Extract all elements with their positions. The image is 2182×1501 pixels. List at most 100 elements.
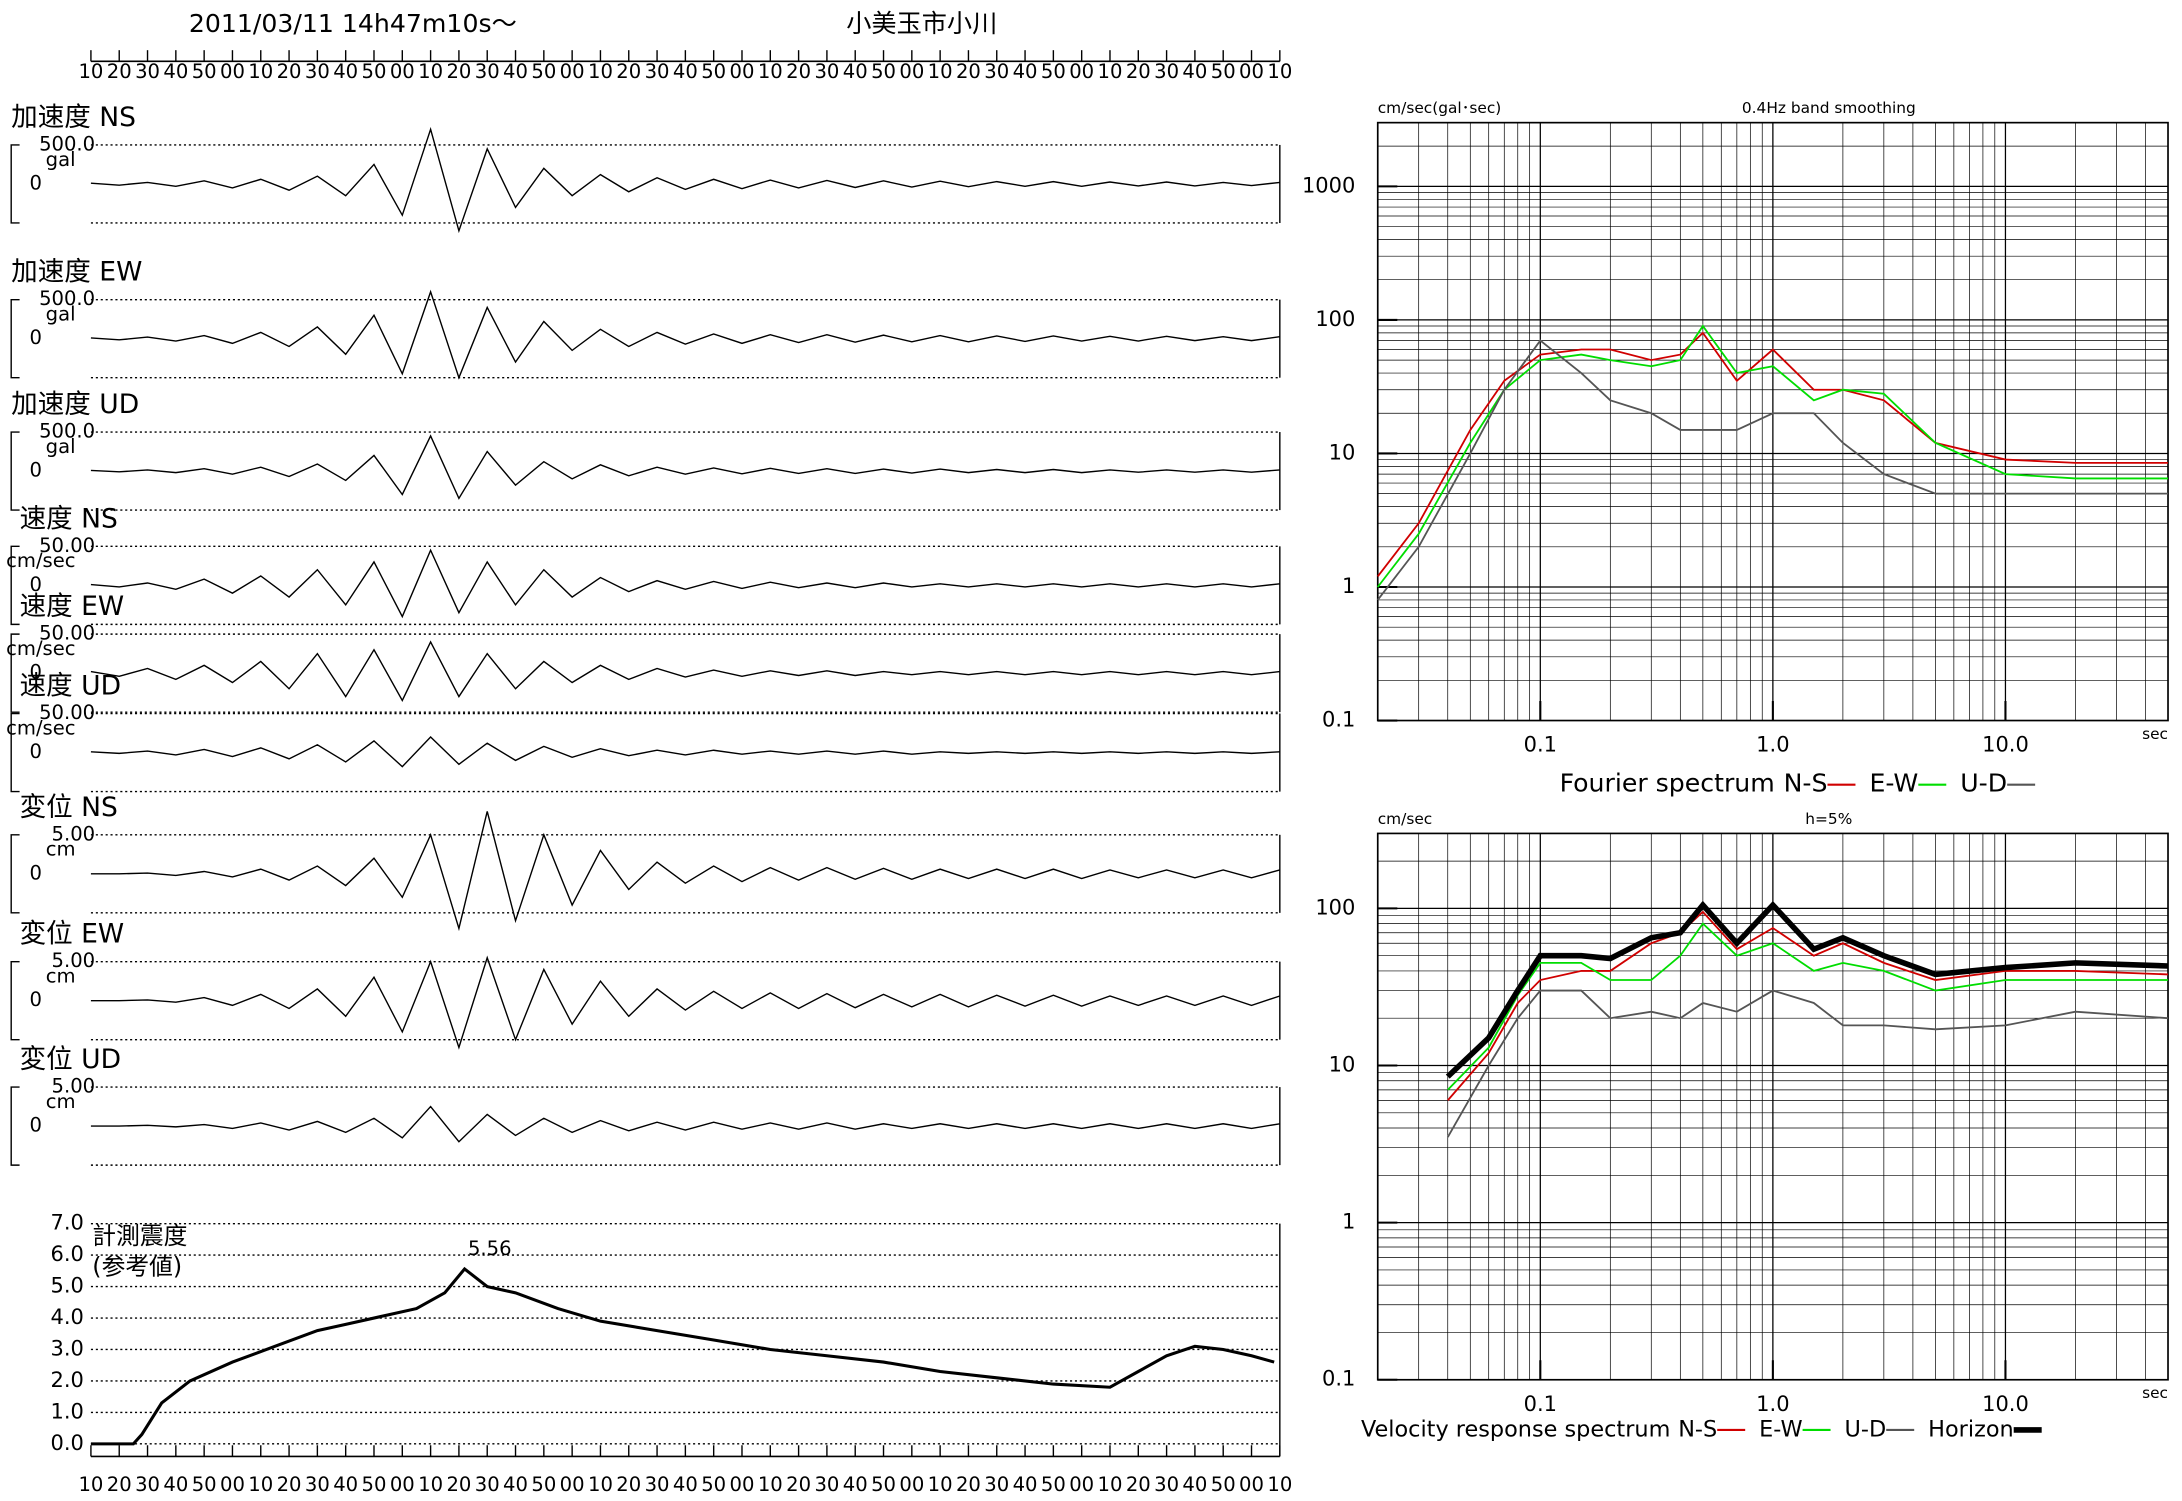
time-tick-label: 40 xyxy=(503,1473,528,1496)
waveform xyxy=(90,1105,1280,1143)
time-tick-label: 10 xyxy=(588,1473,613,1496)
panel-unit: cm xyxy=(46,838,76,861)
time-tick-label: 50 xyxy=(1041,60,1066,83)
panel-tick-label: 0 xyxy=(30,1114,42,1137)
legend-title: Velocity response spectrum xyxy=(1361,1416,1670,1442)
time-tick-label: 40 xyxy=(843,60,868,83)
x-tick-label: 10.0 xyxy=(1982,1392,2029,1416)
y-tick-label: 7.0 xyxy=(51,1211,84,1235)
time-tick-label: 50 xyxy=(362,1473,387,1496)
panel-label: 加速度 EW xyxy=(11,257,142,288)
panel-tick-label: 5.00 xyxy=(52,822,96,845)
x-tick-label: 1.0 xyxy=(1756,1392,1789,1416)
time-tick-label: 20 xyxy=(446,60,471,83)
time-tick-label: 40 xyxy=(163,1473,188,1496)
y-tick-label: 10 xyxy=(1329,440,1356,464)
y-axis-label: cm/sec(gal･sec) xyxy=(1378,99,1502,117)
time-tick-label: 10 xyxy=(78,1473,103,1496)
time-tick-label: 20 xyxy=(107,60,132,83)
panel-tick-label: 0 xyxy=(30,459,42,482)
panel-tick-label: 500.0 xyxy=(39,287,95,310)
station-name: 小美玉市小川 xyxy=(846,9,997,38)
time-tick-label: 30 xyxy=(645,1473,670,1496)
panel-tick-label: 0 xyxy=(30,740,42,763)
time-tick-label: 10 xyxy=(1098,1473,1123,1496)
time-tick-label: 00 xyxy=(220,60,245,83)
panel-tick-label: 0 xyxy=(30,988,42,1011)
time-tick-label: 50 xyxy=(531,60,556,83)
time-tick-label: 10 xyxy=(418,60,443,83)
time-tick-label: 00 xyxy=(730,60,755,83)
x-tick-label: 0.1 xyxy=(1524,1392,1557,1416)
time-tick-label: 40 xyxy=(163,60,188,83)
y-tick-label: 1.0 xyxy=(51,1399,84,1423)
time-tick-label: 30 xyxy=(984,60,1009,83)
waveform xyxy=(90,735,1280,768)
time-tick-label: 10 xyxy=(248,60,273,83)
time-tick-label: 00 xyxy=(390,1473,415,1496)
legend-label: N-S xyxy=(1784,769,1828,798)
panel-label: 速度 UD xyxy=(20,671,121,702)
panel-bracket xyxy=(10,712,20,793)
panel-unit: cm/sec xyxy=(6,549,75,572)
time-tick-label: 40 xyxy=(673,1473,698,1496)
time-tick-label: 10 xyxy=(248,1473,273,1496)
spectrum-line xyxy=(1445,900,2169,1079)
waveform xyxy=(90,548,1280,619)
y-tick-label: 1 xyxy=(1342,1210,1355,1234)
panel-label: 変位 EW xyxy=(20,919,125,950)
record-title: 2011/03/11 14h47m10s～ xyxy=(189,9,517,38)
time-tick-label: 30 xyxy=(135,1473,160,1496)
panel-unit: cm xyxy=(46,964,76,987)
time-tick-label: 50 xyxy=(1211,60,1236,83)
panel-bracket xyxy=(10,834,20,914)
x-tick-label: 10.0 xyxy=(1982,733,2029,757)
time-tick-label: 50 xyxy=(531,1473,556,1496)
y-tick-label: 100 xyxy=(1315,895,1355,919)
time-tick-label: 40 xyxy=(843,1473,868,1496)
panel-unit: cm/sec xyxy=(6,716,75,739)
time-tick-label: 00 xyxy=(1069,60,1094,83)
time-tick-label: 20 xyxy=(786,60,811,83)
time-tick-label: 00 xyxy=(899,1473,924,1496)
time-tick-label: 20 xyxy=(956,60,981,83)
panel-bracket xyxy=(10,1086,20,1166)
time-tick-label: 00 xyxy=(899,60,924,83)
panel-bracket xyxy=(10,298,20,379)
time-tick-label: 00 xyxy=(730,1473,755,1496)
time-tick-label: 10 xyxy=(758,60,783,83)
time-tick-label: 30 xyxy=(1154,1473,1179,1496)
legend-label: N-S xyxy=(1678,1416,1717,1442)
panel-tick-label: 0 xyxy=(30,661,42,684)
y-tick-label: 4.0 xyxy=(51,1305,84,1329)
panel-unit: gal xyxy=(46,302,76,325)
time-tick-label: 30 xyxy=(475,1473,500,1496)
panel-bracket xyxy=(10,545,20,626)
panel-tick-label: 50.00 xyxy=(39,701,95,724)
y-tick-label: 6.0 xyxy=(51,1242,84,1266)
time-tick-label: 10 xyxy=(928,1473,953,1496)
plot-subtitle: h=5% xyxy=(1805,810,1852,828)
panel-unit: cm/sec xyxy=(6,637,75,660)
time-tick-label: 20 xyxy=(107,1473,132,1496)
panel-label: 変位 NS xyxy=(20,792,118,823)
time-tick-label: 30 xyxy=(305,60,330,83)
time-tick-label: 10 xyxy=(1098,60,1123,83)
time-tick-label: 50 xyxy=(362,60,387,83)
time-tick-label: 20 xyxy=(1126,1473,1151,1496)
time-tick-label: 00 xyxy=(220,1473,245,1496)
time-tick-label: 20 xyxy=(786,1473,811,1496)
panel-bracket xyxy=(10,431,20,511)
y-axis-label: cm/sec xyxy=(1378,810,1433,828)
time-tick-label: 40 xyxy=(333,1473,358,1496)
time-tick-label: 50 xyxy=(701,60,726,83)
panel-label: 加速度 NS xyxy=(11,102,136,133)
panel-tick-label: 0 xyxy=(30,326,42,349)
panel-label: 速度 EW xyxy=(20,591,125,622)
time-tick-label: 10 xyxy=(1267,60,1292,83)
spectrum-line xyxy=(1377,339,2169,601)
panel-tick-label: 0 xyxy=(30,573,42,596)
panel-label: 加速度 UD xyxy=(11,389,139,420)
time-tick-label: 50 xyxy=(701,1473,726,1496)
